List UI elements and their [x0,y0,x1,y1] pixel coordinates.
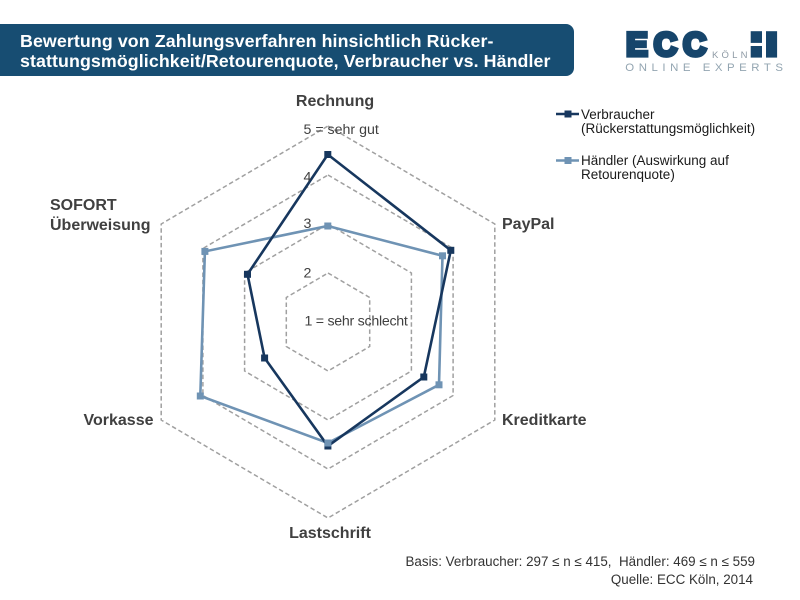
svg-text:KÖLN: KÖLN [712,50,751,61]
svg-text:2: 2 [304,265,312,281]
svg-text:ECC: ECC [626,27,712,63]
svg-text:4: 4 [304,169,312,185]
svg-text:1 = sehr schlecht: 1 = sehr schlecht [305,313,408,329]
svg-text:3: 3 [304,216,312,232]
svg-text:ONLINE EXPERTS: ONLINE EXPERTS [625,62,787,74]
svg-text:5 = sehr gut: 5 = sehr gut [304,122,379,138]
